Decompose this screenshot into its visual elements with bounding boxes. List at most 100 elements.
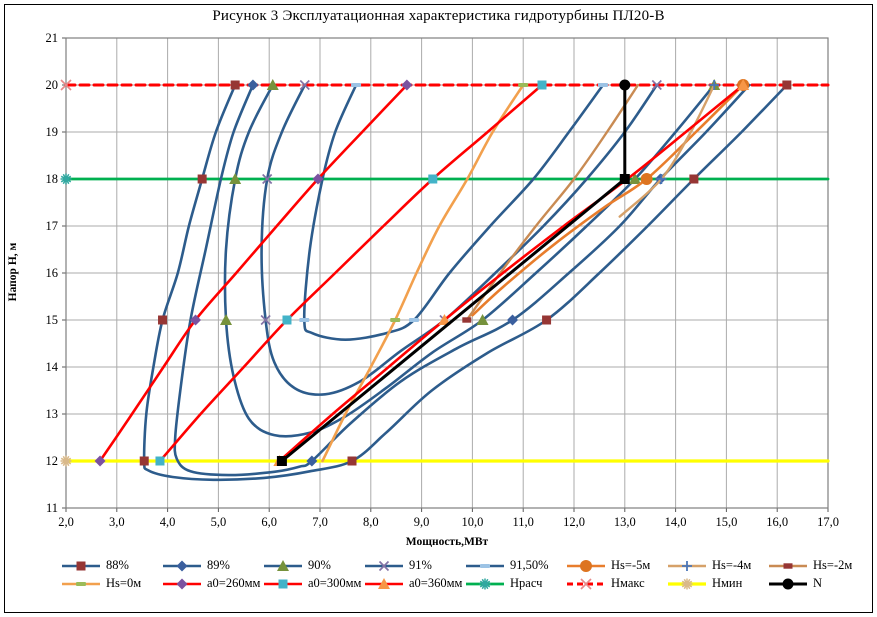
x-tick-label: 8,0 (363, 515, 379, 529)
square-marker-icon (197, 174, 207, 184)
square-marker-icon (230, 80, 240, 90)
legend-key-icon (769, 578, 807, 589)
plus-marker-icon (709, 80, 720, 90)
x-tick-label: 6,0 (261, 515, 277, 529)
figure-border (4, 4, 873, 613)
y-tick-label: 14 (46, 360, 59, 374)
square-marker-icon (619, 174, 630, 184)
legend-item-8: Нs=0м (60, 575, 161, 592)
series-Нмин (60, 455, 830, 467)
series-a0=300мм (155, 80, 547, 466)
triangle-marker-icon (220, 314, 233, 325)
series-91,50% (299, 83, 608, 342)
series-line (223, 83, 716, 438)
series-line (278, 83, 745, 463)
legend-label: 91% (409, 558, 432, 572)
chart-title: Рисунок 3 Эксплуатационная характеристик… (212, 8, 665, 24)
x-tick-label: 13,0 (614, 515, 636, 529)
x-tick-label: 16,0 (766, 515, 788, 529)
x-tick-label: 12,0 (563, 515, 585, 529)
legend-item-5: Нs=-5м (565, 557, 666, 574)
hbar-marker-icon (462, 317, 472, 323)
series-line (142, 83, 789, 482)
legend-item-0: 88% (60, 557, 161, 574)
legend-label: a0=300мм (308, 576, 362, 590)
series-Нs=-4м (618, 80, 720, 218)
legend-item-13: Нмакс (565, 575, 666, 592)
y-axis-label: Напор Н, м (7, 242, 19, 302)
series-line (158, 83, 544, 463)
series-line (618, 83, 716, 218)
square-marker-icon (347, 456, 357, 466)
legend-key-icon (567, 559, 605, 572)
legend-label: Нмакс (611, 576, 645, 590)
square-marker-icon (158, 315, 168, 325)
y-tick-label: 17 (46, 219, 59, 233)
legend-key-icon (466, 578, 504, 589)
asterisk-marker-icon (479, 578, 491, 589)
diamond-marker-icon (247, 79, 259, 91)
legend-label: Нs=-4м (712, 558, 752, 572)
y-tick-label: 11 (46, 501, 58, 515)
legend-label: a0=360мм (409, 576, 463, 590)
legend-item-1: 89% (161, 557, 262, 574)
dash-marker-icon (351, 83, 362, 87)
dash-marker-icon (390, 318, 401, 322)
legend-key-icon (365, 560, 403, 571)
square-marker-icon (542, 315, 552, 325)
legend-label: Нмин (712, 576, 743, 590)
legend-item-14: Нмин (666, 575, 767, 592)
legend-item-11: a0=360мм (363, 575, 464, 592)
x-marker-icon (60, 79, 72, 91)
asterisk-marker-icon (60, 455, 72, 467)
legend-label: 90% (308, 558, 331, 572)
legend-label: 91,50% (510, 558, 549, 572)
legend-item-3: 91% (363, 557, 464, 574)
series-N (276, 79, 631, 466)
y-tick-label: 19 (46, 125, 59, 139)
diamond-marker-icon (94, 455, 106, 467)
legend-key-icon (62, 561, 100, 570)
y-tick-label: 18 (46, 172, 59, 186)
x-marker-icon (262, 173, 273, 185)
asterisk-marker-icon (681, 578, 693, 589)
x-marker-icon (651, 79, 662, 91)
legend-label: Нs=-5м (611, 558, 651, 572)
legend-key-icon (163, 578, 201, 589)
square-marker-icon (278, 579, 288, 588)
legend-item-4: 91,50% (464, 557, 565, 574)
legend-key-icon (163, 560, 201, 571)
y-tick-label: 20 (46, 78, 59, 92)
legend-key-icon (769, 562, 807, 569)
y-tick-label: 15 (46, 313, 59, 327)
triangle-marker-icon (277, 559, 289, 571)
legend-key-icon (466, 563, 504, 568)
diamond-marker-icon (507, 314, 519, 326)
square-marker-icon (689, 174, 699, 184)
square-marker-icon (155, 456, 165, 466)
y-tick-label: 13 (46, 407, 59, 421)
legend-key-icon (62, 581, 100, 586)
triangle-marker-icon (266, 79, 279, 90)
diamond-marker-icon (190, 314, 202, 326)
circle-marker-icon (782, 578, 794, 589)
series-line (471, 83, 745, 317)
series-Нs=0м (321, 83, 529, 463)
series-line (98, 83, 409, 463)
legend-key-icon (567, 577, 605, 590)
square-marker-icon (428, 174, 438, 184)
square-marker-icon (537, 80, 547, 90)
x-tick-label: 9,0 (414, 515, 430, 529)
legend-label: Нs=0м (106, 576, 142, 590)
hbar-marker-icon (783, 562, 793, 569)
x-marker-icon (260, 314, 271, 326)
x-marker-icon (580, 577, 592, 590)
x-tick-label: 10,0 (461, 515, 483, 529)
x-tick-label: 4,0 (160, 515, 176, 529)
x-marker-icon (299, 79, 310, 91)
x-tick-label: 5,0 (211, 515, 227, 529)
x-tick-label: 14,0 (665, 515, 687, 529)
triangle-marker-icon (438, 314, 451, 325)
legend-item-12: Нрасч (464, 575, 565, 592)
x-tick-label: 3,0 (109, 515, 125, 529)
